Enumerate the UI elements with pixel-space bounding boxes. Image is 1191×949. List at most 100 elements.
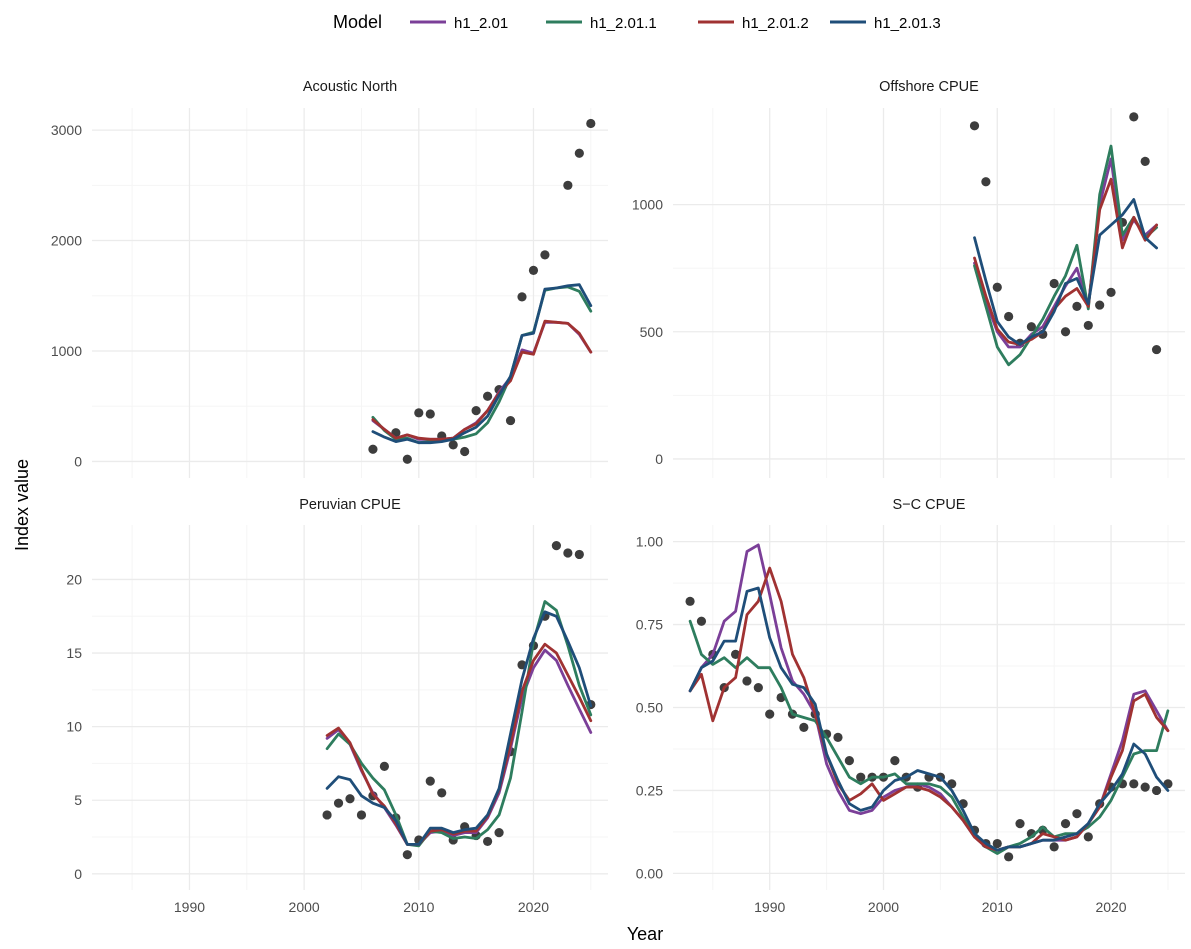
y-tick-label: 0	[74, 866, 82, 882]
x-tick-label: 2020	[518, 899, 549, 915]
observed-point	[1004, 311, 1014, 322]
series-line-h1-2-01-3	[688, 586, 1170, 852]
y-tick-label: 2000	[51, 233, 82, 249]
x-axis-title: Year	[627, 924, 663, 944]
observed-point	[414, 408, 424, 418]
observed-point	[1004, 852, 1014, 862]
observed-point	[448, 440, 458, 450]
y-tick-label: 0.25	[636, 782, 663, 798]
observed-point	[379, 761, 389, 771]
y-tick-label: 0	[74, 453, 82, 469]
observed-point	[540, 250, 550, 260]
observed-point	[1049, 278, 1059, 289]
observed-point	[1083, 320, 1093, 331]
observed-point	[730, 649, 741, 660]
observed-point	[992, 838, 1002, 849]
observed-point	[425, 776, 435, 786]
observed-point	[322, 810, 332, 820]
observed-point	[969, 121, 980, 131]
observed-point	[368, 444, 378, 454]
observed-point	[1140, 782, 1150, 792]
observed-point	[1151, 344, 1162, 355]
panel-s-c-cpue: 0.00 0.25 0.50 0.75 1.00 1990 2000 2010 2020 S−C …	[636, 497, 1185, 915]
y-tick-label: 15	[66, 645, 82, 661]
observed-point	[1129, 112, 1139, 122]
observed-point	[574, 148, 584, 158]
series-line-h1-2-01-3	[371, 283, 593, 445]
series-line-h1-2-01-3	[973, 198, 1158, 346]
observed-point	[574, 549, 584, 560]
observed-point	[742, 676, 752, 686]
observed-point	[1060, 327, 1071, 337]
observed-point	[528, 265, 539, 275]
observed-point	[981, 177, 991, 187]
panel-acoustic-north: 0 1000 2000 3000 Acoustic North	[51, 79, 608, 478]
observed-point	[483, 836, 493, 847]
observed-point	[1140, 156, 1150, 167]
y-tick-label: 0.50	[636, 700, 663, 716]
observed-point	[833, 732, 843, 742]
legend-label-h1_2.01.2: h1_2.01.2	[742, 15, 809, 32]
observed-point	[1060, 819, 1071, 829]
observed-point	[517, 292, 527, 302]
observed-point	[460, 446, 470, 457]
panel-title: Peruvian CPUE	[299, 497, 401, 513]
observed-point	[1106, 287, 1116, 297]
observed-point	[856, 772, 866, 782]
observed-point	[471, 406, 481, 416]
observed-point	[402, 454, 412, 464]
observed-point	[345, 794, 355, 804]
y-tick-label: 10	[66, 719, 82, 735]
panel-offshore-cpue: 0 500 1000 Offshore CPUE	[632, 79, 1185, 478]
observed-point	[1095, 300, 1105, 310]
y-tick-label: 1.00	[636, 534, 663, 550]
legend-label-h1_2.01.1: h1_2.01.1	[590, 15, 657, 32]
observed-point	[402, 850, 412, 860]
observed-point	[1129, 779, 1139, 789]
observed-point	[437, 788, 447, 798]
legend-label-h1_2.01: h1_2.01	[454, 15, 508, 32]
observed-point	[551, 541, 562, 551]
x-tick-label: 2010	[403, 899, 434, 915]
y-tick-label: 0.75	[636, 617, 663, 633]
panels: 0 1000 2000 3000 Acoustic North 0 500 1000 Offsh…	[51, 79, 1185, 915]
observed-point	[1072, 301, 1082, 311]
series-line-h1-2-01-1	[325, 600, 593, 848]
observed-point	[425, 409, 435, 419]
observed-point	[1151, 785, 1162, 796]
observed-point	[765, 709, 775, 719]
legend: Model h1_2.01 h1_2.01.1 h1_2.01.2 h1_2.0…	[333, 12, 941, 32]
y-tick-label: 0	[655, 451, 663, 467]
observed-point	[753, 682, 763, 693]
panel-peruvian-cpue: 0 5 10 15 20 1990 2000 2010 2020 Peruvian CPUE	[66, 497, 608, 915]
y-tick-label: 1000	[632, 197, 663, 213]
observed-point	[1026, 322, 1036, 332]
legend-title: Model	[333, 12, 382, 32]
x-tick-label: 2010	[982, 899, 1013, 915]
y-tick-label: 500	[640, 324, 664, 340]
panel-title: Acoustic North	[303, 79, 397, 95]
y-axis-title: Index value	[12, 459, 32, 551]
series-line-h1-2-01	[973, 157, 1158, 349]
observed-point	[483, 391, 493, 401]
observed-point	[1083, 832, 1093, 842]
x-tick-label: 2000	[868, 899, 899, 915]
panel-title: S−C CPUE	[893, 497, 966, 513]
observed-point	[586, 118, 596, 129]
series-line-h1-2-01-3	[325, 610, 593, 846]
panel-title: Offshore CPUE	[879, 79, 979, 95]
observed-point	[890, 755, 900, 766]
observed-point	[799, 722, 809, 733]
series-line-h1-2-01-2	[325, 642, 593, 846]
observed-point	[685, 596, 695, 606]
x-tick-label: 2000	[289, 899, 320, 915]
observed-point	[333, 798, 344, 808]
observed-point	[563, 548, 573, 558]
series-line-h1-2-01-2	[371, 319, 593, 441]
y-tick-label: 5	[74, 792, 82, 808]
observed-point	[494, 828, 504, 838]
y-tick-label: 1000	[51, 343, 82, 359]
observed-point	[505, 415, 516, 426]
y-tick-label: 0.00	[636, 865, 663, 881]
